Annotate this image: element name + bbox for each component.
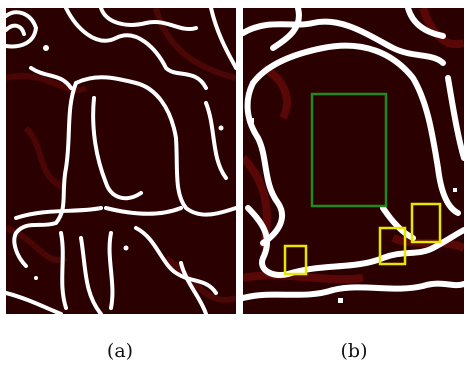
caption-b: (b) [340, 340, 368, 362]
panel-a-red-texture [6, 8, 236, 303]
panel-a-contour-dots [34, 45, 224, 280]
yellow-bounding-box-left [283, 244, 308, 276]
yellow-bounding-box-middle [378, 226, 407, 266]
panel-b-white-contours [243, 8, 464, 301]
panel-b-image [243, 8, 464, 314]
green-bounding-box [310, 92, 388, 208]
panel-b-contour-map [243, 8, 464, 314]
yellow-bounding-box-right [410, 202, 442, 244]
panel-a-image [6, 8, 236, 314]
panel-a-white-contours [6, 8, 236, 314]
panel-b-contour-dots [249, 118, 457, 303]
panel-b-background [243, 8, 464, 314]
panel-a-contour-map [6, 8, 236, 314]
caption-a: (a) [106, 340, 134, 362]
